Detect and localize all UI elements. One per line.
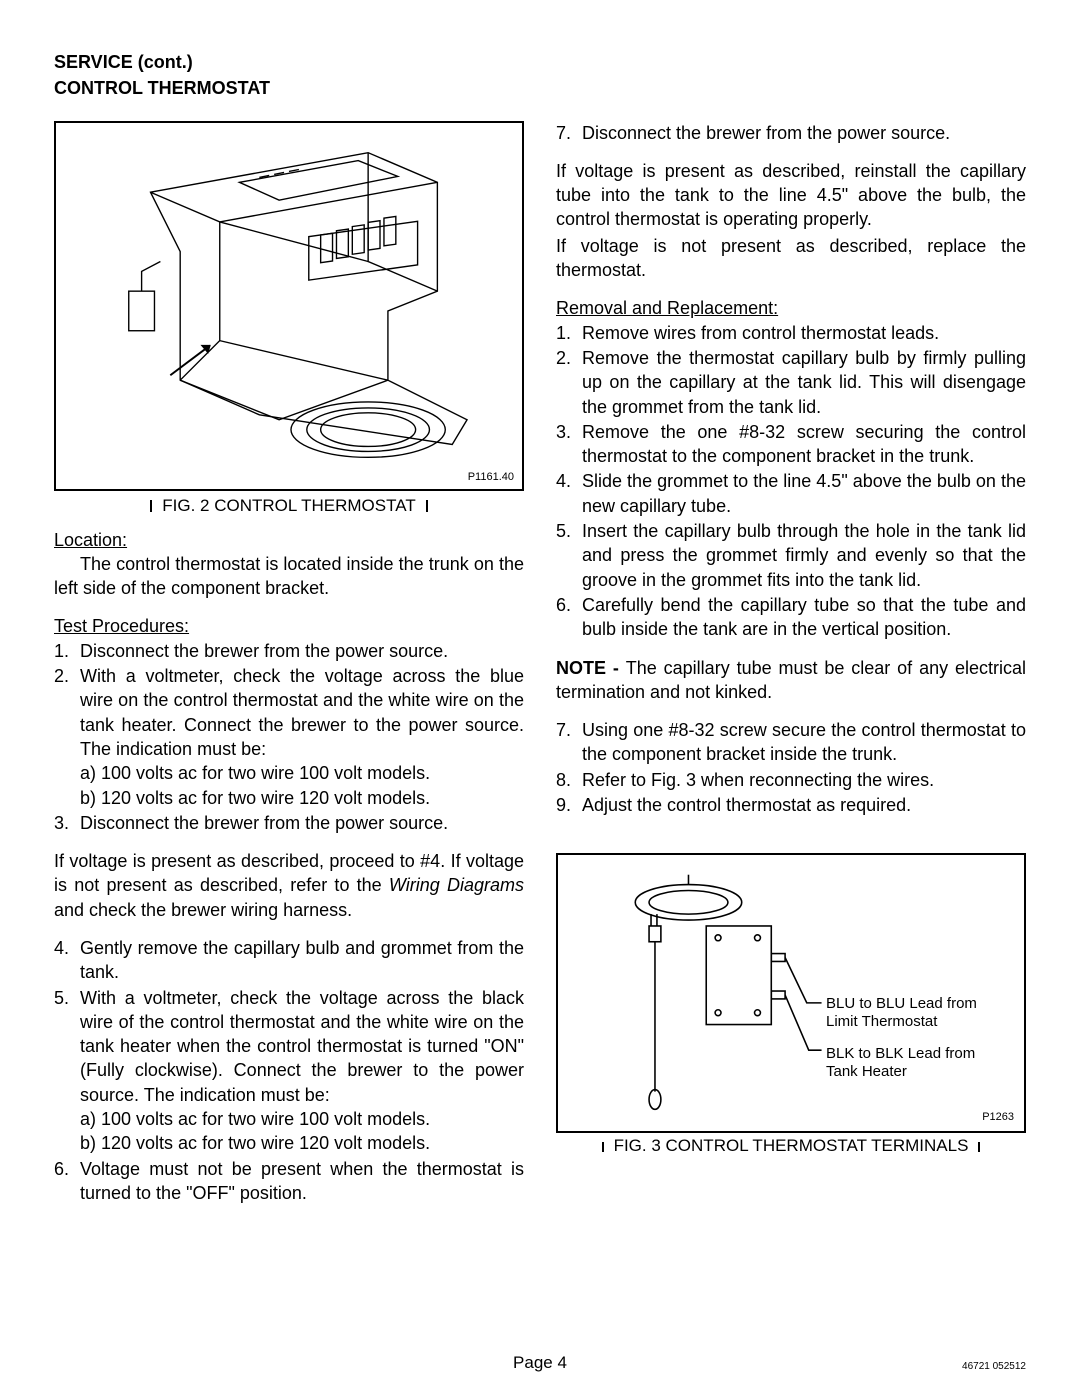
rr-step-5: Insert the capillary bulb through the ho… [556,519,1026,592]
test-step-7-item: Disconnect the brewer from the power sou… [556,121,1026,145]
rr-step-1: Remove wires from control thermostat lea… [556,321,1026,345]
rr-step-3: Remove the one #8-32 screw securing the … [556,420,1026,469]
test-post-a: If voltage is present as described, proc… [54,849,524,922]
figure-3-caption: FIG. 3 CONTROL THERMOSTAT TERMINALS [614,1135,969,1158]
test-step-2a: a) 100 volts ac for two wire 100 volt mo… [80,761,524,785]
figure-3-illustration [558,855,1024,1131]
post-a-line2-suffix: and check the brewer wiring harness. [54,900,352,920]
page-footer-rev: 46721 052512 [962,1360,1026,1374]
fig3-label-2: BLK to BLK Lead from Tank Heater [826,1045,1006,1081]
section-heading: SERVICE (cont.) [54,50,1026,74]
figure-2-illustration [56,123,522,489]
post-7-para2: If voltage is not present as described, … [556,234,1026,283]
fig3-label-1: BLU to BLU Lead from Limit Thermostat [826,995,1006,1031]
figure-2-ref: P1161.40 [468,470,514,485]
rr-step-9: Adjust the control thermostat as require… [556,793,1026,817]
test-procedures-heading: Test Procedures: [54,614,524,638]
rr-step-2: Remove the thermostat capillary bulb by … [556,346,1026,419]
figure-3-ref: P1263 [982,1110,1014,1125]
post-7-para1: If voltage is present as described, rein… [556,159,1026,232]
test-steps-1-3: Disconnect the brewer from the power sou… [54,639,524,835]
rr-step-4: Slide the grommet to the line 4.5" above… [556,469,1026,518]
location-text: The control thermostat is located inside… [54,552,524,601]
note-label: NOTE - [556,658,626,678]
post-a-line2-italic: Wiring Diagrams [389,875,524,895]
figure-3-box: BLU to BLU Lead from Limit Thermostat BL… [556,853,1026,1133]
rr-step-8: Refer to Fig. 3 when reconnecting the wi… [556,768,1026,792]
test-step-5-text: With a voltmeter, check the voltage acro… [80,988,524,1105]
rr-step-6: Carefully bend the capillary tube so tha… [556,593,1026,642]
figure-2-box: P1161.40 [54,121,524,491]
rr-step-7: Using one #8-32 screw secure the control… [556,718,1026,767]
test-step-5: With a voltmeter, check the voltage acro… [54,986,524,1156]
subsection-heading: CONTROL THERMOSTAT [54,76,1026,100]
figure-2-caption-row: FIG. 2 CONTROL THERMOSTAT [54,495,524,518]
removal-heading: Removal and Replacement: [556,296,1026,320]
test-step-4: Gently remove the capillary bulb and gro… [54,936,524,985]
page-footer: Page 4 [0,1352,1080,1375]
right-column: Disconnect the brewer from the power sou… [556,121,1026,1220]
figure-3-caption-row: FIG. 3 CONTROL THERMOSTAT TERMINALS [556,1135,1026,1158]
note-block: NOTE - The capillary tube must be clear … [556,656,1026,705]
test-step-5b: b) 120 volts ac for two wire 120 volt mo… [80,1131,524,1155]
test-step-2b: b) 120 volts ac for two wire 120 volt mo… [80,786,524,810]
figure-2-caption: FIG. 2 CONTROL THERMOSTAT [162,495,415,518]
test-steps-4-6: Gently remove the capillary bulb and gro… [54,936,524,1205]
test-step-2: With a voltmeter, check the voltage acro… [54,664,524,810]
rr-steps-1-6: Remove wires from control thermostat lea… [556,321,1026,642]
note-text: The capillary tube must be clear of any … [556,658,1026,702]
left-column: P1161.40 FIG. 2 CONTROL THERMOSTAT Locat… [54,121,524,1220]
post-a-line1: If voltage is present as described, proc… [54,851,445,871]
test-step-3: Disconnect the brewer from the power sou… [54,811,524,835]
rr-steps-7-9: Using one #8-32 screw secure the control… [556,718,1026,817]
test-step-6: Voltage must not be present when the the… [54,1157,524,1206]
test-step-5a: a) 100 volts ac for two wire 100 volt mo… [80,1107,524,1131]
location-heading: Location: [54,528,524,552]
test-step-2-text: With a voltmeter, check the voltage acro… [80,666,524,759]
figure-3-wrap: BLU to BLU Lead from Limit Thermostat BL… [556,853,1026,1158]
test-step-7: Disconnect the brewer from the power sou… [556,121,1026,145]
test-step-1: Disconnect the brewer from the power sou… [54,639,524,663]
